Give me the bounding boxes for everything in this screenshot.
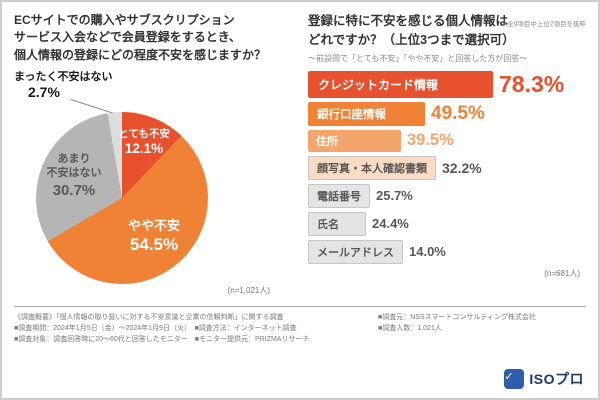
pie-segment-label: あまり [57, 153, 91, 166]
pie-label-yaya-fuan: やや不安 54.5% [112, 218, 196, 256]
bar-row: 電話番号 25.7% [308, 183, 586, 208]
title-line: どれですか？（上位3つまで選択可） [308, 32, 515, 47]
bar-label: 氏名 [308, 211, 366, 236]
pie-segment-value: 54.5% [129, 235, 179, 255]
bar-section: ※全9項目中上位7項目を抜粋 登録に特に不安を感じる個人情報は どれですか？（上… [296, 10, 586, 302]
bar-value: 14.0% [409, 244, 446, 259]
pie-label-totemo-fuan: とても不安 12.1% [104, 128, 184, 158]
survey-detail-line: ■調査元：NSSスマートコンサルティング株式会社 [378, 314, 536, 321]
pie-segment-label: まったく不安はない [14, 71, 113, 84]
bar-row: メールアドレス 14.0% [308, 239, 586, 264]
title-line: 個人情報の登録にどの程度不安を感じますか？ [14, 47, 267, 62]
bar-value: 25.7% [376, 188, 413, 203]
title-line: 登録に特に不安を感じる個人情報は [308, 14, 509, 28]
isopro-logo-text: ISOプロ [529, 370, 584, 387]
excerpt-note: ※全9項目中上位7項目を抜粋 [501, 21, 586, 28]
bar-chart: クレジットカード情報 78.3% 銀行口座情報 49.5% 住所 39.5% 顔… [308, 70, 586, 264]
bar-label: 住所 [308, 129, 401, 152]
pie-segment-label: とても不安 [118, 128, 170, 141]
survey-detail-line: 《調査概要》「個人情報の取り扱いに対する不安意識と企業の信頼判断」に関する調査 [14, 314, 284, 321]
pie-question-title: ECサイトでの購入やサブスクリプション サービス入会などで会員登録をするとき、 … [14, 12, 296, 64]
leader-line [70, 99, 113, 114]
bar-value: 32.2% [442, 159, 482, 176]
sample-size-note: (n=1,021人) [227, 286, 270, 296]
title-line: ECサイトでの購入やサブスクリプション [14, 13, 235, 27]
bar-value: 78.3% [499, 70, 565, 97]
bar-label: 銀行口座情報 [308, 101, 425, 126]
bar-question-title: 登録に特に不安を感じる個人情報は どれですか？（上位3つまで選択可） [308, 12, 586, 50]
pie-chart-area: まったく不安はない 2.7% とても不安 12.1% あまり 不安はない 30.… [14, 68, 296, 304]
pie-segment-label: 不安はない [46, 167, 102, 180]
bar-row: クレジットカード情報 78.3% [308, 70, 586, 98]
survey-details-footer: 《調査概要》「個人情報の取り扱いに対する不安意識と企業の信頼判断」に関する調査 … [14, 306, 586, 392]
survey-detail-line: ■調査期間：2024年1月5日（金）～2024年1月9日（火） ■調査方法：イン… [14, 325, 297, 333]
survey-detail-line: ■調査人数：1,021人 [378, 325, 442, 333]
pie-segment-value: 2.7% [28, 84, 60, 101]
respondent-filter-note: ～前設問で「とても不安」「やや不安」と回答した方が回答～ [308, 53, 528, 63]
charts-area: ECサイトでの購入やサブスクリプション サービス入会などで会員登録をするとき、 … [14, 10, 586, 302]
bar-value: 39.5% [407, 131, 454, 149]
isopro-logo: ✓ ISOプロ [504, 368, 584, 390]
bar-row: 銀行口座情報 49.5% [308, 101, 586, 126]
bar-row: 住所 39.5% [308, 129, 586, 152]
title-line: サービス入会などで会員登録をするとき、 [14, 30, 241, 45]
pie-segment-value: 12.1% [124, 141, 164, 157]
pie-section: ECサイトでの購入やサブスクリプション サービス入会などで会員登録をするとき、 … [14, 10, 296, 302]
bar-label: クレジットカード情報 [308, 70, 493, 98]
survey-detail-line: ■調査対象：調査回答時に20～60代と回答したモニター ■モニター提供元：PRI… [14, 336, 310, 344]
bar-value: 49.5% [431, 102, 485, 124]
pie-label-mattaku-fuan-wa-nai: まったく不安はない 2.7% [14, 68, 113, 100]
pie-chart [36, 112, 208, 285]
bar-label: 電話番号 [308, 183, 370, 208]
bar-row: 顔写真・本人確認書類 32.2% [308, 155, 586, 180]
sample-size-note: (n=681人) [544, 268, 580, 278]
isopro-logo-icon: ✓ [504, 368, 525, 389]
pie-label-amari-fuan-wa-nai: あまり 不安はない 30.7% [28, 152, 120, 200]
bar-value: 24.4% [372, 216, 409, 231]
bar-label: メールアドレス [308, 239, 403, 264]
pie-segment-label: やや不安 [127, 218, 180, 234]
pie-segment-value: 30.7% [52, 181, 96, 199]
survey-details-left: 《調査概要》「個人情報の取り扱いに対する不安意識と企業の信頼判断」に関する調査 … [14, 312, 378, 392]
bar-row: 氏名 24.4% [308, 211, 586, 236]
survey-details-right: ■調査元：NSSスマートコンサルティング株式会社 ■調査人数：1,021人 ✓ … [378, 312, 586, 392]
bar-label: 顔写真・本人確認書類 [308, 155, 436, 180]
